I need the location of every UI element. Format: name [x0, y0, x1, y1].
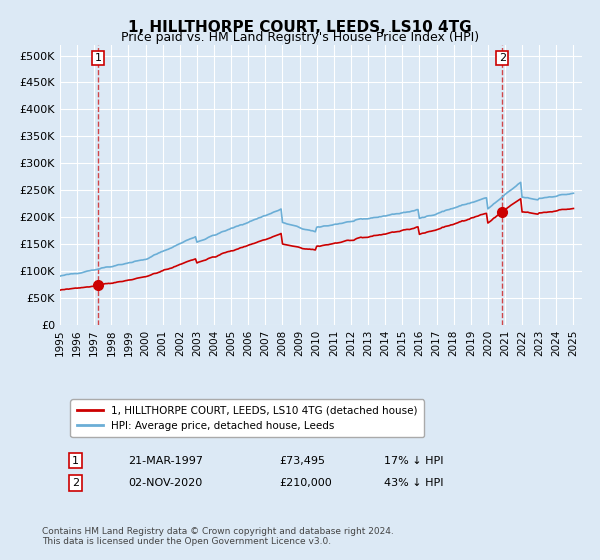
Text: 02-NOV-2020: 02-NOV-2020: [128, 478, 202, 488]
Text: 17% ↓ HPI: 17% ↓ HPI: [383, 456, 443, 465]
Text: 1, HILLTHORPE COURT, LEEDS, LS10 4TG: 1, HILLTHORPE COURT, LEEDS, LS10 4TG: [128, 20, 472, 35]
Text: Price paid vs. HM Land Registry's House Price Index (HPI): Price paid vs. HM Land Registry's House …: [121, 31, 479, 44]
Text: £73,495: £73,495: [279, 456, 325, 465]
Text: 43% ↓ HPI: 43% ↓ HPI: [383, 478, 443, 488]
Legend: 1, HILLTHORPE COURT, LEEDS, LS10 4TG (detached house), HPI: Average price, detac: 1, HILLTHORPE COURT, LEEDS, LS10 4TG (de…: [70, 399, 424, 437]
Text: 1: 1: [72, 456, 79, 465]
Text: 21-MAR-1997: 21-MAR-1997: [128, 456, 203, 465]
Text: £210,000: £210,000: [279, 478, 332, 488]
Text: 2: 2: [72, 478, 79, 488]
Text: 2: 2: [499, 53, 506, 63]
Text: 1: 1: [94, 53, 101, 63]
Text: Contains HM Land Registry data © Crown copyright and database right 2024.
This d: Contains HM Land Registry data © Crown c…: [42, 526, 394, 546]
